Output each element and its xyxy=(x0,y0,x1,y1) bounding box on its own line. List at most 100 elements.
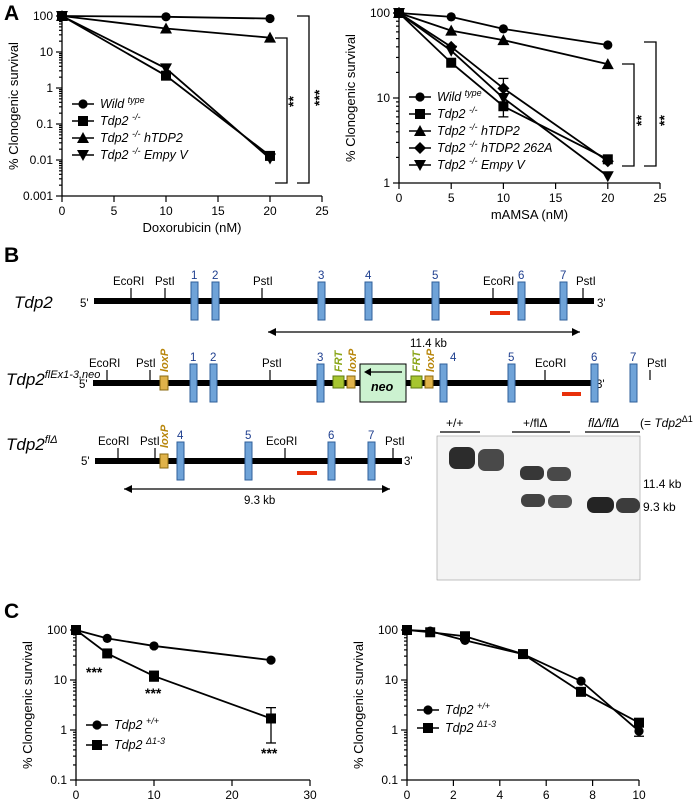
band xyxy=(587,497,614,513)
data-point xyxy=(601,155,614,168)
x-tick-label: 10 xyxy=(497,191,511,205)
x-axis-label: mAMSA (nM) xyxy=(491,207,568,222)
frt-label: FRT xyxy=(411,350,423,372)
neo-arrow-head xyxy=(364,368,371,376)
probe-bar xyxy=(297,471,317,475)
size-marker: 9.3 kb xyxy=(643,500,676,514)
exon-box xyxy=(189,363,198,403)
legend-label: Tdp2 -/- Empy V xyxy=(437,156,526,172)
y-axis-label: % Clonogenic survival xyxy=(6,42,21,170)
series-line xyxy=(398,12,608,46)
data-point xyxy=(149,641,159,651)
exon-box xyxy=(517,281,526,321)
sig-label: *** xyxy=(145,685,162,701)
southern-blot: +/+ +/flΔ flΔ/flΔ (= Tdp2Δ1-3) 11.4 kb 9… xyxy=(436,414,693,581)
probe-bar xyxy=(490,311,510,315)
exon-box xyxy=(327,441,336,481)
size-marker: 11.4 kb xyxy=(643,477,682,491)
y-tick-label: 1 xyxy=(46,81,53,95)
data-point xyxy=(576,676,586,686)
five-prime-end: 5' xyxy=(80,298,89,310)
exon-number: 4 xyxy=(177,430,184,442)
data-point xyxy=(414,125,426,136)
exon-number: 3 xyxy=(318,270,324,282)
x-tick-label: 8 xyxy=(589,788,596,800)
data-point xyxy=(498,24,508,34)
data-point xyxy=(601,171,614,183)
data-point xyxy=(518,649,528,660)
data-point xyxy=(423,723,433,733)
exon-box xyxy=(507,363,516,403)
site-label: EcoRI xyxy=(98,436,129,448)
sig-label: ** xyxy=(656,115,672,126)
legend-label: Wild type xyxy=(100,95,145,111)
x-tick-label: 6 xyxy=(543,788,550,800)
series-line xyxy=(398,12,609,161)
data-point xyxy=(425,627,436,638)
exon-box xyxy=(244,441,253,481)
exon-number: 5 xyxy=(432,270,438,282)
series-line xyxy=(398,12,609,177)
data-point xyxy=(78,99,88,109)
chart-mamsa: 1 10 100 0 5 10 15 20 25 mAMSA (nM) % Clonogenic s… xyxy=(343,6,667,222)
frt-label: FRT xyxy=(333,350,345,372)
legend-label: Tdp2 +/+ xyxy=(445,701,490,717)
data-point xyxy=(415,109,425,119)
y-tick-label: 1 xyxy=(383,176,390,190)
series-line xyxy=(406,629,640,724)
x-tick-label: 20 xyxy=(225,788,239,800)
sig-label: *** xyxy=(261,745,278,761)
data-point xyxy=(265,13,275,24)
y-axis-label: % Clonogenic survival xyxy=(20,641,35,769)
legend-label: Tdp2 -/- hTDP2 xyxy=(100,129,183,145)
site-label: EcoRI xyxy=(266,436,297,448)
sig-label: ** xyxy=(285,96,301,107)
exon-number: 6 xyxy=(591,352,597,364)
legend-label: Tdp2 -/- hTDP2 xyxy=(437,122,520,138)
exon-number: 2 xyxy=(210,352,216,364)
chart-doxorubicin: 0.001 0.01 0.1 1 10 100 0 5 10 15 20 25 Doxorubicin … xyxy=(6,9,329,235)
x-tick-label: 25 xyxy=(653,191,667,205)
exon-number: 6 xyxy=(328,430,334,442)
sig-label: *** xyxy=(86,664,103,680)
data-point xyxy=(423,705,433,715)
x-tick-label: 5 xyxy=(111,204,118,218)
allele-label: Tdp2 xyxy=(14,293,53,312)
site-label: EcoRI xyxy=(483,276,514,288)
lane-label: +/flΔ xyxy=(523,416,547,430)
data-point xyxy=(414,142,426,154)
lane-label: flΔ/flΔ xyxy=(588,416,619,430)
legend-label: Tdp2 +/+ xyxy=(114,716,159,732)
three-prime-end: 3' xyxy=(596,379,605,391)
series-line xyxy=(75,629,272,661)
data-point xyxy=(78,116,88,126)
fragment-size: 9.3 kb xyxy=(244,495,275,507)
site-label: PstI xyxy=(576,276,596,288)
band xyxy=(521,494,545,507)
bracket-line xyxy=(644,41,657,167)
exon-box xyxy=(439,363,448,403)
data-point xyxy=(161,12,171,22)
series-line xyxy=(75,629,272,720)
band xyxy=(520,466,544,480)
site-label: PstI xyxy=(155,276,175,288)
exon-box xyxy=(629,363,638,403)
data-point xyxy=(446,12,456,22)
site-label: PstI xyxy=(140,436,160,448)
genotype-note: (= Tdp2Δ1-3) xyxy=(640,414,693,430)
y-tick-label: 10 xyxy=(40,45,54,59)
data-point xyxy=(56,11,68,22)
exon-number: 7 xyxy=(368,430,374,442)
y-axis-label: % Clonogenic survival xyxy=(343,34,358,162)
significance-brackets-a-right: ** ** xyxy=(622,41,672,167)
neo-label: neo xyxy=(371,380,394,394)
exon-number: 7 xyxy=(560,270,566,282)
y-tick-label: 100 xyxy=(378,623,398,637)
legend-label: Tdp2 -/- xyxy=(100,112,140,128)
series-line xyxy=(406,629,640,732)
y-tick-label: 1 xyxy=(391,723,398,737)
x-tick-label: 30 xyxy=(303,788,317,800)
sig-label: *** xyxy=(311,89,327,106)
frt-site xyxy=(410,375,423,389)
